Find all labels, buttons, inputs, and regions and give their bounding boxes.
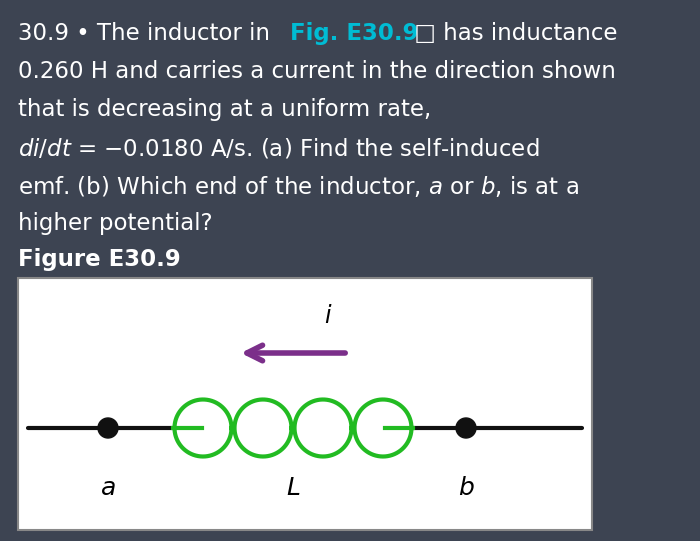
Text: $L$: $L$ [286, 476, 300, 500]
Text: 0.260 H and carries a current in the direction shown: 0.260 H and carries a current in the dir… [18, 60, 616, 83]
Circle shape [456, 418, 476, 438]
Circle shape [98, 418, 118, 438]
Text: $di/dt$ = −0.0180 A/s. (a) Find the self-induced: $di/dt$ = −0.0180 A/s. (a) Find the self… [18, 136, 540, 160]
Text: 30.9 • The inductor in: 30.9 • The inductor in [18, 22, 277, 45]
Text: $b$: $b$ [458, 476, 475, 500]
Text: $i$: $i$ [324, 304, 332, 328]
Text: $a$: $a$ [100, 476, 116, 500]
Text: □ has inductance: □ has inductance [407, 22, 617, 45]
Text: Figure E30.9: Figure E30.9 [18, 248, 181, 271]
Text: Fig. E30.9: Fig. E30.9 [290, 22, 419, 45]
Text: emf. (b) Which end of the inductor, $a$ or $b$, is at a: emf. (b) Which end of the inductor, $a$ … [18, 174, 579, 199]
Text: that is decreasing at a uniform rate,: that is decreasing at a uniform rate, [18, 98, 431, 121]
Bar [18, 278, 592, 530]
Text: higher potential?: higher potential? [18, 212, 213, 235]
